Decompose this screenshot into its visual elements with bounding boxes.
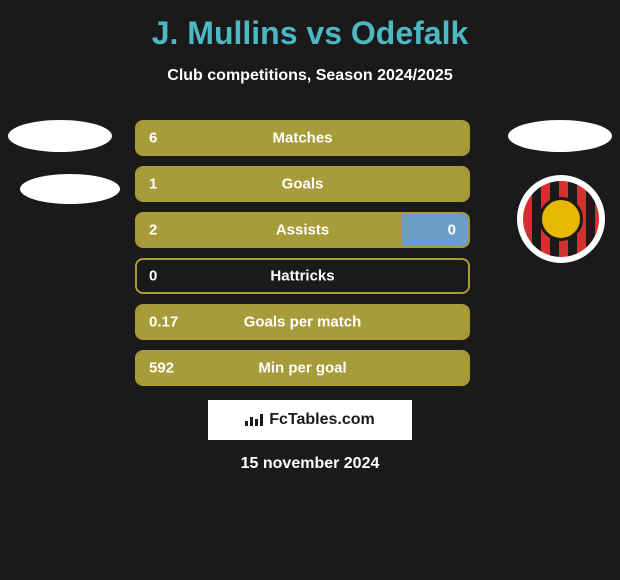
comparison-title: J. Mullins vs Odefalk <box>0 0 620 52</box>
comparison-subtitle: Club competitions, Season 2024/2025 <box>0 67 620 85</box>
stat-left-fill <box>137 214 402 246</box>
stat-left-value: 2 <box>149 222 157 239</box>
club-logo-center <box>539 197 583 241</box>
stat-label: Assists <box>276 222 329 239</box>
right-club-logo <box>517 175 605 263</box>
stat-label: Matches <box>272 130 332 147</box>
stat-row: 6 Matches <box>135 120 470 156</box>
branding-text: FcTables.com <box>269 411 375 429</box>
chart-icon <box>245 412 263 429</box>
stat-right-value: 0 <box>448 222 456 239</box>
stat-left-value: 6 <box>149 130 157 147</box>
club-logo-stripes <box>523 181 599 257</box>
stat-label: Min per goal <box>258 360 346 377</box>
right-player-badge <box>508 120 612 152</box>
date-text: 15 november 2024 <box>241 455 380 473</box>
stat-left-value: 0.17 <box>149 314 178 331</box>
stat-row: 1 Goals <box>135 166 470 202</box>
left-player-badge <box>8 120 112 152</box>
stat-row: 0 Hattricks <box>135 258 470 294</box>
stat-left-value: 592 <box>149 360 174 377</box>
stat-left-value: 0 <box>149 268 157 285</box>
branding-box: FcTables.com <box>208 400 412 440</box>
stat-right-fill <box>402 214 468 246</box>
stat-left-value: 1 <box>149 176 157 193</box>
left-club-badge <box>20 174 120 204</box>
stat-row: 592 Min per goal <box>135 350 470 386</box>
stat-label: Hattricks <box>270 268 334 285</box>
stat-row: 0.17 Goals per match <box>135 304 470 340</box>
stat-row: 2 Assists 0 <box>135 212 470 248</box>
stat-label: Goals per match <box>244 314 362 331</box>
stat-label: Goals <box>282 176 324 193</box>
stats-bars: 6 Matches 1 Goals 2 Assists 0 0 Hattricks 0.17 Goa… <box>135 120 470 396</box>
